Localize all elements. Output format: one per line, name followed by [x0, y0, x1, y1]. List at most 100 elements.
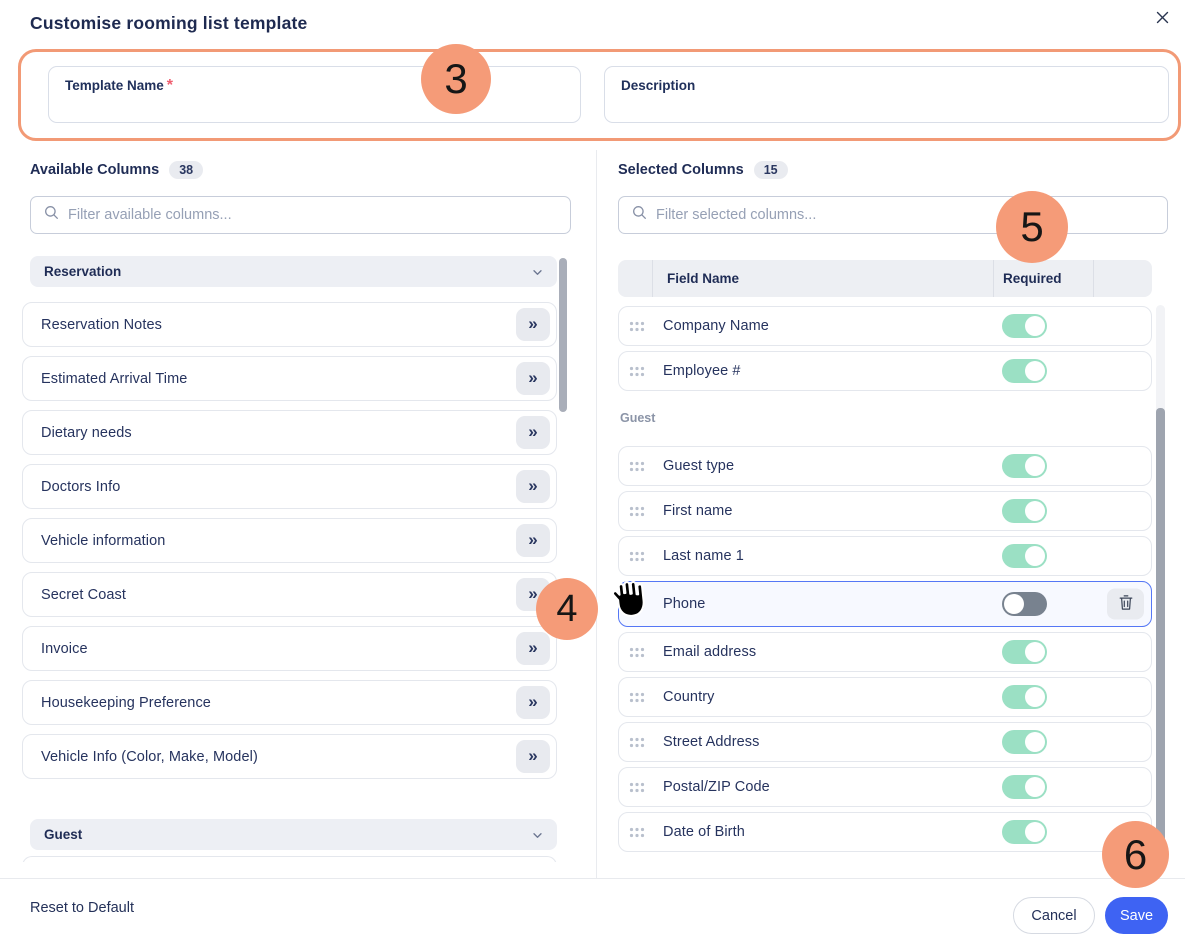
double-chevron-right-icon: »	[528, 313, 538, 333]
reset-to-default-button[interactable]: Reset to Default	[30, 900, 134, 916]
field-name-label: Date of Birth	[663, 824, 745, 840]
required-toggle[interactable]	[1002, 499, 1047, 523]
double-chevron-right-icon: »	[528, 421, 538, 441]
selected-table-header: Field Name Required	[618, 260, 1152, 297]
toggle-knob	[1025, 642, 1045, 662]
drag-handle-icon[interactable]	[629, 551, 647, 562]
available-filter	[30, 196, 571, 234]
move-to-selected-button[interactable]: »	[516, 524, 550, 557]
section-header-guest[interactable]: Guest	[30, 819, 557, 850]
move-to-selected-button[interactable]: »	[516, 308, 550, 341]
move-to-selected-button[interactable]: »	[516, 740, 550, 773]
required-header: Required	[993, 260, 1093, 297]
template-name-label: Template Name	[65, 78, 164, 93]
drag-handle-icon[interactable]	[629, 366, 647, 377]
modal-footer: Reset to Default Cancel Save	[0, 878, 1185, 942]
field-name-label: Guest type	[663, 458, 735, 474]
step-3-badge: 3	[421, 44, 491, 114]
selected-column-row[interactable]: Last name 1	[618, 536, 1152, 576]
drag-handle-icon[interactable]	[629, 599, 647, 610]
toggle-knob	[1025, 316, 1045, 336]
double-chevron-right-icon: »	[528, 745, 538, 765]
selected-filter	[618, 196, 1168, 234]
field-name-label: First name	[663, 503, 733, 519]
section-guest-label: Guest	[44, 827, 83, 842]
available-column-label: Doctors Info	[41, 478, 121, 495]
move-to-selected-button[interactable]: »	[516, 686, 550, 719]
available-column-label: Vehicle information	[41, 532, 166, 549]
required-toggle[interactable]	[1002, 640, 1047, 664]
move-to-selected-button[interactable]: »	[516, 416, 550, 449]
description-input[interactable]	[621, 95, 1152, 115]
template-name-input[interactable]	[65, 95, 564, 115]
double-chevron-right-icon: »	[528, 529, 538, 549]
required-toggle[interactable]	[1002, 775, 1047, 799]
step-6-badge: 6	[1102, 821, 1169, 888]
search-icon	[44, 205, 59, 225]
selected-column-row[interactable]: First name	[618, 491, 1152, 531]
required-toggle[interactable]	[1002, 820, 1047, 844]
field-name-label: Email address	[663, 644, 757, 660]
field-name-label: Postal/ZIP Code	[663, 779, 770, 795]
toggle-knob	[1025, 822, 1045, 842]
description-label: Description	[621, 78, 696, 93]
section-reservation-label: Reservation	[44, 264, 122, 279]
selected-column-row[interactable]: Employee #	[618, 351, 1152, 391]
selected-column-row[interactable]: Street Address	[618, 722, 1152, 762]
save-button[interactable]: Save	[1105, 897, 1168, 934]
template-name-field[interactable]: Template Name *	[48, 66, 581, 123]
description-field[interactable]: Description	[604, 66, 1169, 123]
selected-columns-list: Company Name Employee # Guest Guest type Fir…	[618, 306, 1152, 862]
drag-handle-icon[interactable]	[629, 461, 647, 472]
available-columns-list: Reservation Reservation Notes» Estimated …	[22, 256, 557, 862]
selected-column-row[interactable]: Email address	[618, 632, 1152, 672]
drag-handle-icon[interactable]	[629, 506, 647, 517]
right-scrollbar-thumb[interactable]	[1156, 408, 1165, 862]
partially-visible-item	[22, 856, 557, 862]
drag-handle-icon[interactable]	[629, 827, 647, 838]
selected-column-row[interactable]: Postal/ZIP Code	[618, 767, 1152, 807]
selected-count-badge: 15	[753, 161, 788, 179]
selected-column-row[interactable]: Date of Birth	[618, 812, 1152, 852]
selected-column-row[interactable]: Phone	[618, 581, 1152, 627]
available-column-item: Dietary needs »	[22, 410, 557, 455]
chevron-down-icon	[532, 826, 543, 844]
drag-handle-icon[interactable]	[629, 692, 647, 703]
field-name-header: Field Name	[652, 260, 993, 297]
move-to-selected-button[interactable]: »	[516, 470, 550, 503]
drag-handle-icon[interactable]	[629, 737, 647, 748]
required-toggle[interactable]	[1002, 685, 1047, 709]
double-chevron-right-icon: »	[528, 691, 538, 711]
available-columns-heading: Available Columns	[30, 162, 160, 178]
required-toggle[interactable]	[1002, 359, 1047, 383]
left-scrollbar-thumb[interactable]	[559, 258, 567, 412]
move-to-selected-button[interactable]: »	[516, 632, 550, 665]
actions-column-header	[1093, 260, 1152, 297]
toggle-knob	[1025, 687, 1045, 707]
required-toggle[interactable]	[1002, 592, 1047, 616]
required-toggle[interactable]	[1002, 454, 1047, 478]
available-column-item: Doctors Info »	[22, 464, 557, 509]
drag-handle-icon[interactable]	[629, 782, 647, 793]
double-chevron-right-icon: »	[528, 475, 538, 495]
available-count-badge: 38	[169, 161, 204, 179]
required-toggle[interactable]	[1002, 730, 1047, 754]
available-column-label: Estimated Arrival Time	[41, 370, 188, 387]
delete-row-button[interactable]	[1107, 588, 1144, 620]
toggle-knob	[1004, 594, 1024, 614]
drag-handle-icon[interactable]	[629, 647, 647, 658]
selected-column-row[interactable]: Country	[618, 677, 1152, 717]
required-toggle[interactable]	[1002, 314, 1047, 338]
cancel-button[interactable]: Cancel	[1013, 897, 1095, 934]
required-toggle[interactable]	[1002, 544, 1047, 568]
selected-column-row[interactable]: Guest type	[618, 446, 1152, 486]
section-header-reservation[interactable]: Reservation	[30, 256, 557, 287]
move-to-selected-button[interactable]: »	[516, 362, 550, 395]
drag-handle-icon[interactable]	[629, 321, 647, 332]
available-column-item: Secret Coast »	[22, 572, 557, 617]
close-icon	[1156, 11, 1169, 27]
close-button[interactable]	[1151, 8, 1173, 30]
selected-column-row[interactable]: Company Name	[618, 306, 1152, 346]
available-filter-input[interactable]	[68, 207, 557, 223]
selected-filter-input[interactable]	[656, 207, 1154, 223]
